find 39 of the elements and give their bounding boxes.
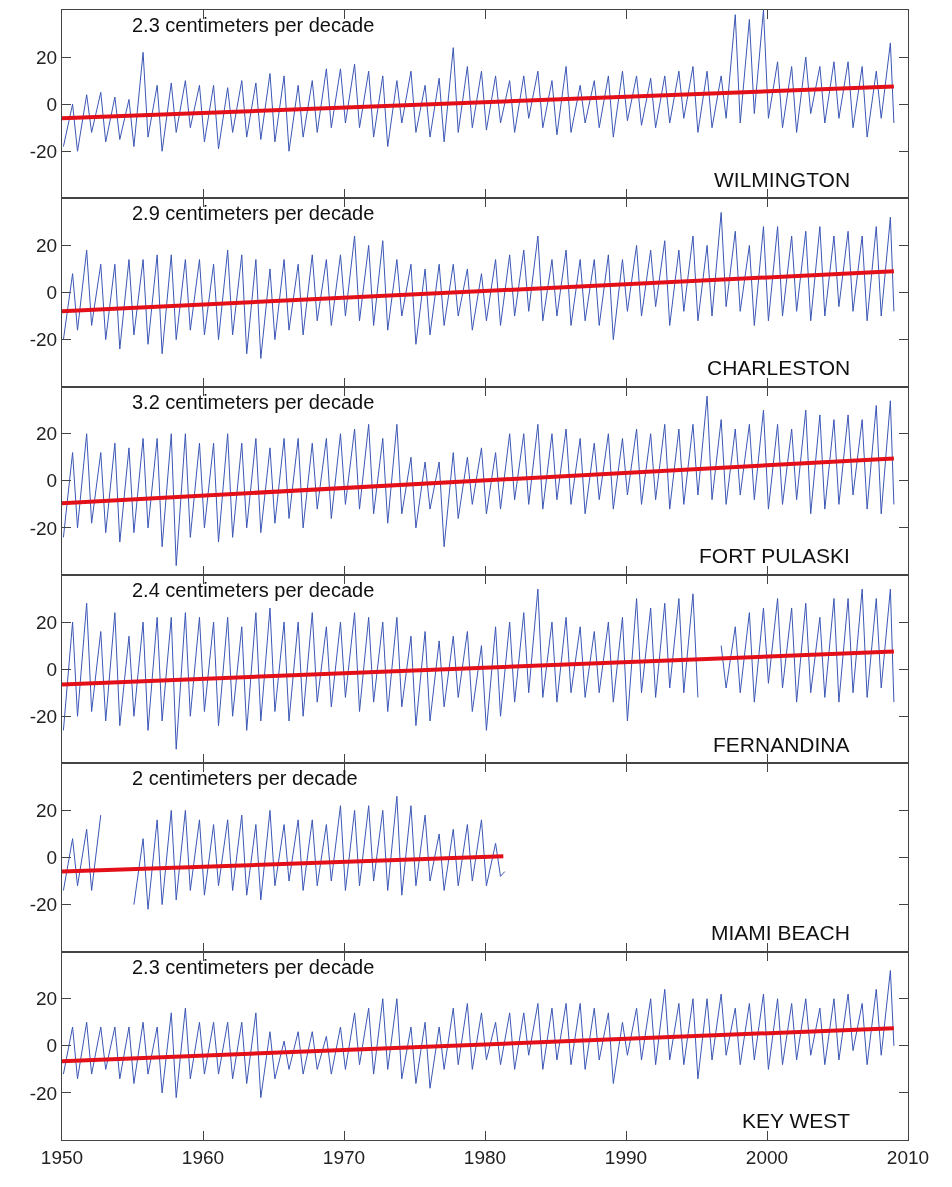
- y-tick-label: -20: [29, 705, 58, 727]
- x-tick-label: 1980: [463, 1146, 507, 1168]
- y-tick-label: 20: [36, 423, 58, 445]
- y-tick-label: 0: [46, 282, 58, 304]
- x-tick-label: 1970: [322, 1146, 366, 1168]
- line-series: [62, 10, 895, 152]
- annotation: 2.3 centimeters per decade: [132, 14, 375, 36]
- y-tick-label: 0: [46, 93, 58, 115]
- annotation: 2 centimeters per decade: [132, 767, 358, 789]
- y-tick-label: 20: [36, 235, 58, 257]
- text: KEY WEST: [742, 1109, 851, 1132]
- y-tick-label: 0: [46, 1035, 58, 1057]
- annotation: 3.2 centimeters per decade: [132, 391, 375, 413]
- y-tick-label: 0: [46, 470, 58, 492]
- y-tick-label: -20: [29, 894, 58, 916]
- y-tick-label: 20: [36, 46, 58, 68]
- x-tick-label: 2010: [886, 1146, 930, 1168]
- y-tick-label: 0: [46, 658, 58, 680]
- text: CHARLESTON: [707, 356, 851, 379]
- annotation: 2.9 centimeters per decade: [132, 202, 375, 224]
- y-tick-label: 20: [36, 988, 58, 1010]
- text: FERNANDINA: [713, 733, 850, 756]
- y-tick-label: -20: [29, 517, 58, 539]
- text: FORT PULASKI: [699, 544, 850, 567]
- line-series: [62, 395, 895, 567]
- x-tick-label: 1960: [181, 1146, 225, 1168]
- y-tick-label: -20: [29, 140, 58, 162]
- y-tick-label: 20: [36, 611, 58, 633]
- x-tick-label: 1950: [40, 1146, 84, 1168]
- y-tick-label: 0: [46, 847, 58, 869]
- annotation: 2.3 centimeters per decade: [132, 956, 375, 978]
- y-tick-label: -20: [29, 329, 58, 351]
- text: MIAMI BEACH: [711, 921, 850, 944]
- y-tick-label: 20: [36, 800, 58, 822]
- text: WILMINGTON: [714, 168, 851, 191]
- annotation: 2.4 centimeters per decade: [132, 579, 375, 601]
- x-tick-label: 2000: [745, 1146, 789, 1168]
- y-tick-label: -20: [29, 1082, 58, 1104]
- x-tick-label: 1990: [604, 1146, 648, 1168]
